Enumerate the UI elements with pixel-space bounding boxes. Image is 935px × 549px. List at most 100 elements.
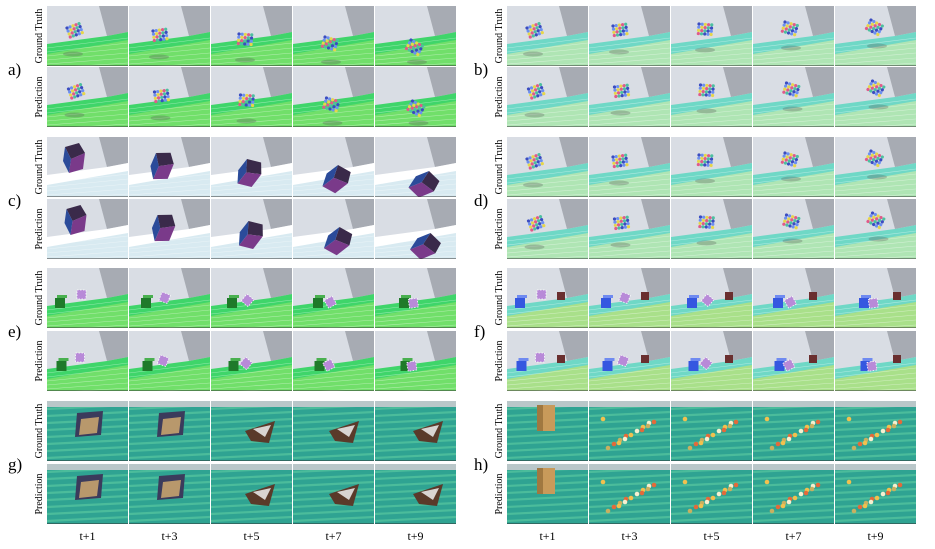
- ground-truth-label: Ground Truth: [494, 270, 505, 326]
- prediction-frame: [129, 464, 210, 524]
- prediction-frame: [507, 199, 588, 259]
- ground-truth-label: Ground Truth: [34, 8, 45, 64]
- prediction-frame: [589, 464, 670, 524]
- prediction-label: Prediction: [34, 208, 45, 250]
- prediction-frame: [47, 331, 128, 391]
- ground-truth-frame: [293, 137, 374, 197]
- time-label-left: t+9: [407, 529, 424, 543]
- panel-letter-h: h): [474, 455, 489, 474]
- prediction-frame: [375, 464, 456, 524]
- prediction-frame: [47, 67, 128, 127]
- time-label-right: t+9: [867, 529, 884, 543]
- prediction-frame: [753, 331, 834, 391]
- prediction-label: Prediction: [34, 340, 45, 382]
- prediction-frame: [589, 67, 670, 127]
- prediction-frame: [211, 67, 292, 127]
- ground-truth-frame: [47, 6, 128, 66]
- ground-truth-frame: [507, 268, 588, 328]
- prediction-label: Prediction: [494, 76, 505, 118]
- ground-truth-label: Ground Truth: [34, 403, 45, 459]
- ground-truth-frame: [835, 6, 916, 66]
- prediction-frame: [375, 67, 456, 127]
- prediction-frame: [293, 199, 374, 259]
- prediction-frame: [293, 67, 374, 127]
- ground-truth-frame: [211, 6, 292, 66]
- ground-truth-frame: [129, 137, 210, 197]
- ground-truth-frame: [129, 6, 210, 66]
- prediction-frame: [129, 199, 210, 259]
- ground-truth-frame: [129, 268, 210, 328]
- prediction-frame: [47, 199, 128, 259]
- prediction-frame: [47, 464, 128, 524]
- ground-truth-frame: [671, 401, 752, 461]
- prediction-label: Prediction: [494, 340, 505, 382]
- ground-truth-frame: [507, 401, 588, 461]
- ground-truth-frame: [293, 6, 374, 66]
- ground-truth-frame: [375, 268, 456, 328]
- prediction-frame: [211, 331, 292, 391]
- ground-truth-frame: [293, 268, 374, 328]
- ground-truth-frame: [589, 401, 670, 461]
- prediction-frame: [671, 199, 752, 259]
- ground-truth-frame: [211, 268, 292, 328]
- prediction-frame: [507, 464, 588, 524]
- ground-truth-frame: [293, 401, 374, 461]
- ground-truth-frame: [507, 6, 588, 66]
- ground-truth-label: Ground Truth: [34, 270, 45, 326]
- ground-truth-label: Ground Truth: [494, 139, 505, 195]
- time-label-right: t+5: [703, 529, 720, 543]
- ground-truth-frame: [671, 137, 752, 197]
- prediction-frame: [753, 464, 834, 524]
- ground-truth-frame: [753, 6, 834, 66]
- prediction-frame: [375, 331, 456, 391]
- ground-truth-label: Ground Truth: [494, 403, 505, 459]
- ground-truth-frame: [835, 401, 916, 461]
- ground-truth-frame: [507, 137, 588, 197]
- prediction-frame: [753, 67, 834, 127]
- time-label-left: t+3: [161, 529, 178, 543]
- ground-truth-frame: [375, 137, 456, 197]
- prediction-frame: [835, 199, 916, 259]
- panel-letter-d: d): [474, 191, 489, 210]
- prediction-frame: [211, 464, 292, 524]
- prediction-frame: [671, 331, 752, 391]
- ground-truth-frame: [671, 268, 752, 328]
- prediction-frame: [507, 67, 588, 127]
- prediction-label: Prediction: [34, 473, 45, 515]
- panel-letter-f: f): [474, 322, 486, 341]
- ground-truth-frame: [589, 268, 670, 328]
- ground-truth-frame: [47, 401, 128, 461]
- prediction-frame: [211, 199, 292, 259]
- panel-letter-g: g): [8, 455, 23, 474]
- prediction-frame: [835, 331, 916, 391]
- ground-truth-frame: [375, 6, 456, 66]
- panel-letter-c: c): [8, 191, 22, 210]
- prediction-frame: [375, 199, 456, 259]
- panel-letter-a: a): [8, 60, 22, 79]
- prediction-label: Prediction: [494, 473, 505, 515]
- prediction-frame: [589, 199, 670, 259]
- ground-truth-frame: [835, 268, 916, 328]
- ground-truth-frame: [753, 268, 834, 328]
- ground-truth-frame: [375, 401, 456, 461]
- ground-truth-frame: [753, 137, 834, 197]
- prediction-frame: [835, 464, 916, 524]
- time-label-left: t+1: [79, 529, 96, 543]
- ground-truth-frame: [589, 6, 670, 66]
- ground-truth-label: Ground Truth: [494, 8, 505, 64]
- prediction-frame: [129, 331, 210, 391]
- prediction-frame: [293, 464, 374, 524]
- ground-truth-frame: [129, 401, 210, 461]
- ground-truth-frame: [753, 401, 834, 461]
- ground-truth-frame: [835, 137, 916, 197]
- panel-letter-e: e): [8, 322, 22, 341]
- time-label-right: t+3: [621, 529, 638, 543]
- panel-letter-b: b): [474, 60, 489, 79]
- prediction-frame: [589, 331, 670, 391]
- time-label-left: t+7: [325, 529, 342, 543]
- prediction-frame: [671, 464, 752, 524]
- ground-truth-label: Ground Truth: [34, 139, 45, 195]
- ground-truth-frame: [47, 268, 128, 328]
- ground-truth-frame: [211, 401, 292, 461]
- time-label-right: t+1: [539, 529, 556, 543]
